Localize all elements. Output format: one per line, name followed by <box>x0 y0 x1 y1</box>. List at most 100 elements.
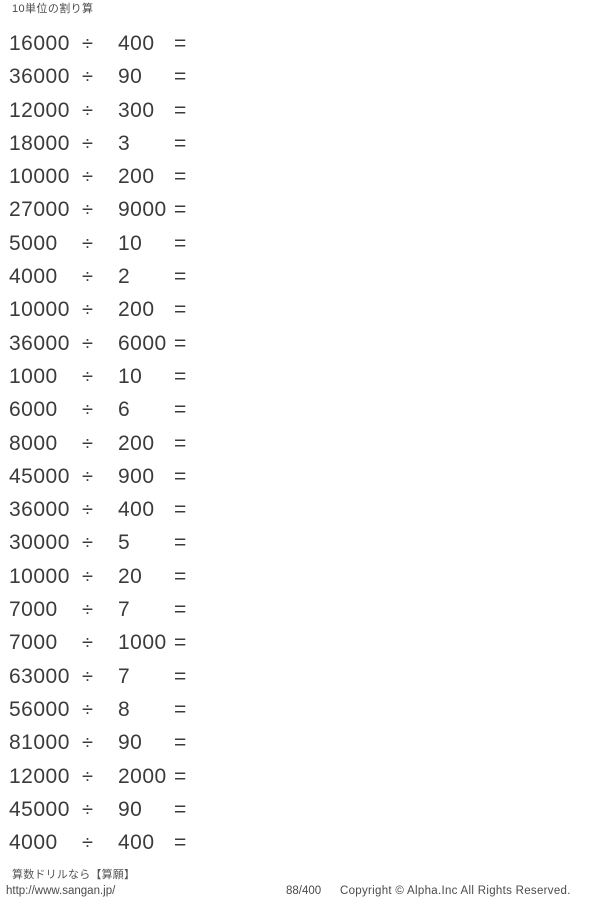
equals-sign: = <box>174 731 187 755</box>
answer-blank[interactable] <box>196 628 316 658</box>
equals-sign: = <box>174 131 187 155</box>
answer-blank[interactable] <box>196 329 316 359</box>
problem-divisor: 2000 <box>118 764 167 788</box>
problem-row: 1000 ÷ 10 = <box>0 362 600 395</box>
problem-row: 10000 ÷ 200 = <box>0 162 600 195</box>
answer-blank[interactable] <box>196 495 316 525</box>
problem-row: 4000 ÷ 2 = <box>0 262 600 295</box>
answer-blank[interactable] <box>196 462 316 492</box>
problem-divisor: 90 <box>118 797 143 821</box>
answer-blank[interactable] <box>196 62 316 92</box>
problem-divisor: 1000 <box>118 631 167 655</box>
problem-dividend: 7000 <box>9 631 58 655</box>
equals-sign: = <box>174 32 187 55</box>
problem-divisor: 7 <box>118 598 131 622</box>
problem-dividend: 4000 <box>9 831 58 855</box>
division-operator-icon: ÷ <box>82 698 93 721</box>
problem-row: 81000 ÷ 90 = <box>0 728 600 761</box>
equals-sign: = <box>174 198 187 222</box>
problem-dividend: 45000 <box>9 464 70 488</box>
answer-blank[interactable] <box>196 595 316 625</box>
division-operator-icon: ÷ <box>82 832 93 855</box>
answer-blank[interactable] <box>196 795 316 825</box>
problem-dividend: 16000 <box>9 32 70 55</box>
answer-blank[interactable] <box>196 762 316 792</box>
problem-row: 5000 ÷ 10 = <box>0 229 600 262</box>
problem-dividend: 63000 <box>9 664 70 688</box>
equals-sign: = <box>174 431 187 455</box>
problem-row: 45000 ÷ 900 = <box>0 462 600 495</box>
sheet-footer: 算数ドリルなら【算願】 http://www.sangan.jp/ 88/400… <box>0 868 600 914</box>
problem-row: 30000 ÷ 5 = <box>0 528 600 561</box>
answer-blank[interactable] <box>196 662 316 692</box>
equals-sign: = <box>174 265 187 289</box>
problem-row: 36000 ÷ 400 = <box>0 495 600 528</box>
problem-row: 56000 ÷ 8 = <box>0 695 600 728</box>
problem-row: 7000 ÷ 7 = <box>0 595 600 628</box>
equals-sign: = <box>174 797 187 821</box>
division-operator-icon: ÷ <box>82 665 93 688</box>
problem-row: 45000 ÷ 90 = <box>0 795 600 828</box>
division-operator-icon: ÷ <box>82 465 93 488</box>
equals-sign: = <box>174 231 187 255</box>
problem-divisor: 6 <box>118 398 131 422</box>
answer-blank[interactable] <box>196 528 316 558</box>
division-operator-icon: ÷ <box>82 532 93 555</box>
answer-blank[interactable] <box>196 295 316 325</box>
problem-dividend: 27000 <box>9 198 70 222</box>
equals-sign: = <box>174 331 187 355</box>
problem-divisor: 900 <box>118 464 155 488</box>
answer-blank[interactable] <box>196 395 316 425</box>
problem-dividend: 7000 <box>9 598 58 622</box>
division-operator-icon: ÷ <box>82 599 93 622</box>
problem-divisor: 9000 <box>118 198 167 222</box>
problem-dividend: 18000 <box>9 131 70 155</box>
answer-blank[interactable] <box>196 828 316 858</box>
problem-divisor: 200 <box>118 298 155 322</box>
division-operator-icon: ÷ <box>82 365 93 388</box>
answer-blank[interactable] <box>196 129 316 159</box>
problem-row: 63000 ÷ 7 = <box>0 662 600 695</box>
division-operator-icon: ÷ <box>82 66 93 89</box>
problem-divisor: 2 <box>118 265 131 289</box>
footer-url-link[interactable]: http://www.sangan.jp/ <box>6 885 116 897</box>
answer-blank[interactable] <box>196 695 316 725</box>
answer-blank[interactable] <box>196 562 316 592</box>
problem-dividend: 36000 <box>9 65 70 89</box>
equals-sign: = <box>174 65 187 89</box>
answer-blank[interactable] <box>196 262 316 292</box>
answer-blank[interactable] <box>196 29 316 59</box>
answer-blank[interactable] <box>196 162 316 192</box>
problem-divisor: 8 <box>118 697 131 721</box>
equals-sign: = <box>174 598 187 622</box>
problem-list: 16000 ÷ 400 = 36000 ÷ 90 = 12000 ÷ 300 = 18000 ÷ 3 = 100… <box>0 29 600 861</box>
division-operator-icon: ÷ <box>82 199 93 222</box>
problem-row: 8000 ÷ 200 = <box>0 429 600 462</box>
equals-sign: = <box>174 531 187 555</box>
problem-divisor: 5 <box>118 531 131 555</box>
problem-divisor: 20 <box>118 564 143 588</box>
division-operator-icon: ÷ <box>82 166 93 189</box>
problem-dividend: 30000 <box>9 531 70 555</box>
problem-divisor: 200 <box>118 431 155 455</box>
footer-page-number: 88/400 <box>286 885 322 897</box>
problem-divisor: 90 <box>118 65 143 89</box>
division-operator-icon: ÷ <box>82 33 93 55</box>
answer-blank[interactable] <box>196 96 316 126</box>
problem-dividend: 5000 <box>9 231 58 255</box>
equals-sign: = <box>174 498 187 522</box>
problem-row: 10000 ÷ 200 = <box>0 295 600 328</box>
problem-row: 7000 ÷ 1000 = <box>0 628 600 661</box>
equals-sign: = <box>174 831 187 855</box>
answer-blank[interactable] <box>196 229 316 259</box>
problem-divisor: 400 <box>118 498 155 522</box>
equals-sign: = <box>174 664 187 688</box>
problem-row: 36000 ÷ 6000 = <box>0 329 600 362</box>
answer-blank[interactable] <box>196 362 316 392</box>
problem-dividend: 10000 <box>9 298 70 322</box>
problem-divisor: 10 <box>118 364 143 388</box>
answer-blank[interactable] <box>196 728 316 758</box>
footer-brand: 算数ドリルなら【算願】 <box>12 869 136 881</box>
answer-blank[interactable] <box>196 195 316 225</box>
answer-blank[interactable] <box>196 429 316 459</box>
